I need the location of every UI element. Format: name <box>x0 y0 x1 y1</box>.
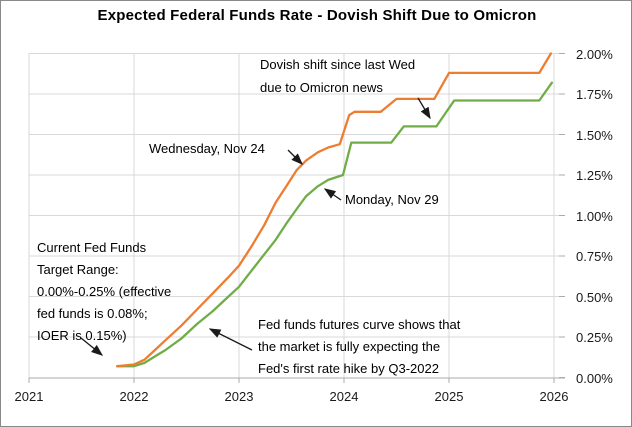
y-axis-label-0.00%: 0.00% <box>576 370 613 386</box>
y-axis-label-1.50%: 1.50% <box>576 127 613 143</box>
y-axis-label-0.50%: 0.50% <box>576 289 613 305</box>
x-axis-label-2026: 2026 <box>539 389 569 404</box>
y-axis-label-1.25%: 1.25% <box>576 168 613 183</box>
chart-title: Expected Federal Funds Rate - Dovish Shi… <box>97 7 537 24</box>
annotation-monday-nov-29: Monday, Nov 29 <box>345 192 439 207</box>
x-axis-label-2025: 2025 <box>434 389 464 404</box>
series-line-wednesday-nov-24 <box>116 52 553 368</box>
annotation-arrow-current-fed-funds <box>80 337 104 356</box>
annotation-fed-funds-futures: Fed funds futures curve shows that the m… <box>258 317 461 376</box>
annotation-wednesday-nov-24: Wednesday, Nov 24 <box>149 141 265 156</box>
x-axis-label-2021: 2021 <box>14 389 44 404</box>
y-axis-label-1.00%: 1.00% <box>576 208 613 224</box>
y-axis-label-2.00%: 2.00% <box>576 46 613 62</box>
x-axis-label-2024: 2024 <box>329 389 359 404</box>
x-axis-label-2022: 2022 <box>119 389 149 404</box>
x-axis-label-2023: 2023 <box>224 389 254 404</box>
y-axis-label-1.75%: 1.75% <box>576 87 613 102</box>
annotation-arrow-fed-funds-futures <box>208 328 253 351</box>
series-line-monday-nov-29 <box>116 81 554 368</box>
y-axis-label-0.25%: 0.25% <box>576 330 613 345</box>
annotation-arrow-wednesday-nov-24 <box>287 149 303 165</box>
annotation-arrow-dovish-shift <box>417 97 431 120</box>
annotation-current-fed-funds: Current Fed Funds Target Range: 0.00%-0.… <box>37 240 172 343</box>
y-axis-label-0.75%: 0.75% <box>576 249 613 264</box>
annotation-arrow-monday-nov-29 <box>323 188 342 201</box>
annotation-dovish-shift: Dovish shift since last Wed due to Omicr… <box>260 57 416 95</box>
